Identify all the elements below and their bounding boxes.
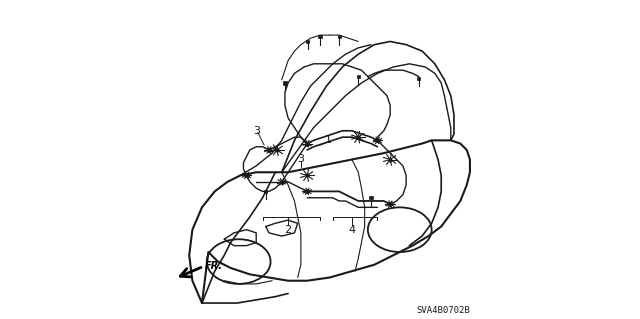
Bar [319, 35, 321, 38]
Bar [337, 35, 340, 38]
Bar [356, 75, 360, 78]
Bar [369, 196, 372, 199]
Text: 1: 1 [324, 135, 332, 145]
Text: SVA4B0702B: SVA4B0702B [416, 306, 470, 315]
Text: 4: 4 [348, 225, 355, 235]
Bar [284, 81, 287, 85]
Bar [307, 40, 310, 43]
Text: 2: 2 [285, 225, 292, 235]
Bar [417, 77, 420, 80]
Text: 3: 3 [253, 126, 260, 136]
Text: 3: 3 [298, 154, 305, 165]
Text: FR.: FR. [205, 261, 223, 271]
Bar [264, 190, 268, 193]
